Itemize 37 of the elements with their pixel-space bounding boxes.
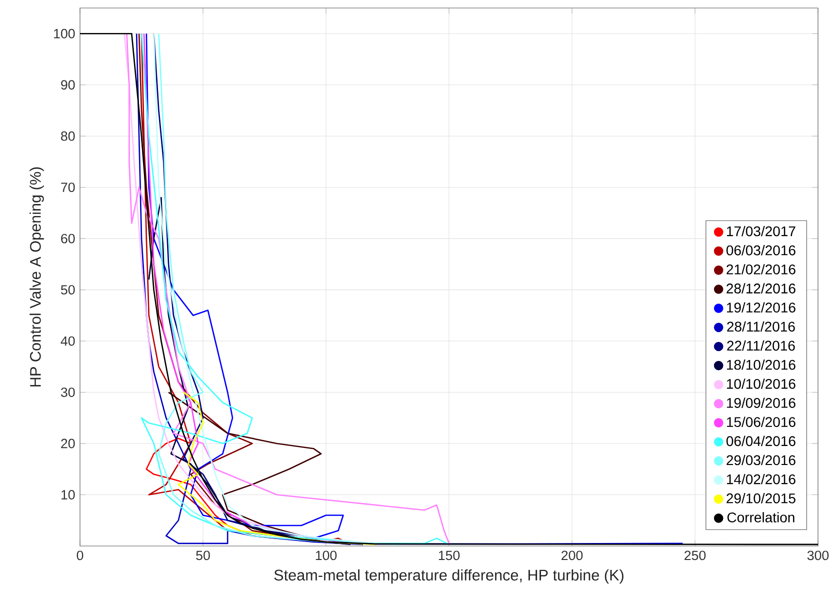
legend-label: 21/02/2016 (726, 264, 796, 274)
y-tick-label: 50 (61, 285, 75, 295)
y-tick-label: 60 (61, 234, 75, 244)
y-tick-label: 30 (60, 388, 75, 397)
line-series (80, 32, 818, 546)
line-series (148, 196, 352, 546)
legend-label: 06/03/2016 (726, 245, 796, 256)
x-tick-label: 50 (196, 550, 210, 560)
y-axis-title: HP Control Valve A Opening (%) (30, 167, 44, 386)
x-axis-title: Steam-metal temperature difference, HP turbine (K) (274, 569, 624, 584)
y-tick-label: 100 (54, 28, 75, 38)
legend-label: 10/10/2016 (726, 378, 796, 389)
x-tick-label: 250 (684, 550, 706, 560)
legend-label: 17/03/2017 (726, 226, 796, 236)
x-tick-label: 150 (438, 550, 460, 560)
y-tick-label: 40 (60, 336, 75, 346)
legend-label: Correlation (727, 512, 794, 522)
y-tick-label: 70 (61, 182, 75, 192)
legend-label: 19/09/2016 (726, 398, 796, 408)
x-tick-label: 100 (316, 550, 337, 560)
x-tick-label: 200 (562, 550, 583, 560)
x-tick-label: 300 (807, 550, 829, 560)
legend-label: 28/11/2016 (727, 321, 795, 332)
legend-label: 28/12/2016 (726, 283, 796, 294)
x-tick-label: 0 (76, 550, 84, 560)
y-tick-label: 80 (61, 131, 75, 141)
legend-label: 06/04/2016 (726, 436, 796, 446)
y-tick-label: 20 (61, 438, 75, 448)
legend-label: 29/03/2016 (726, 454, 796, 466)
y-tick-label: 10 (61, 490, 75, 500)
y-tick-label: 90 (61, 80, 75, 90)
legend-label: 14/02/2016 (726, 474, 796, 484)
legend-label: 22/11/2016 (727, 340, 795, 351)
legend-label: 19/12/2016 (726, 302, 796, 313)
legend-label: 15/06/2016 (726, 416, 796, 428)
legend-label: 29/10/2015 (726, 493, 796, 504)
legend-label: 18/10/2016 (726, 359, 796, 370)
